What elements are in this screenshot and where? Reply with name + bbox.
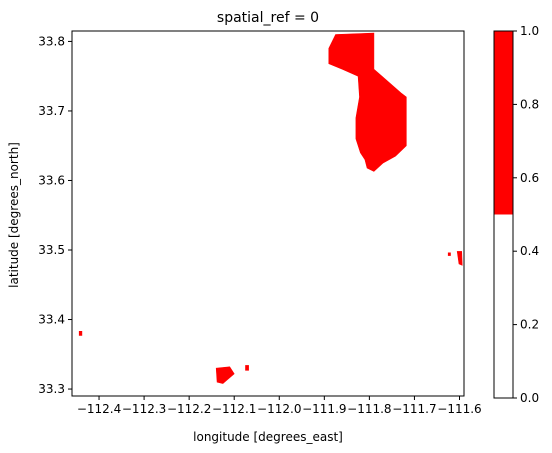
y-axis-label: latitude [degrees_north]	[7, 142, 21, 288]
colorbar-tick-label: 0.0	[520, 391, 539, 405]
plot-background	[72, 31, 464, 396]
y-tick-label: 33.8	[38, 34, 65, 48]
colorbar-tick-label: 0.4	[520, 244, 539, 258]
colorbar-tick-label: 0.2	[520, 318, 539, 332]
data-region-5	[79, 331, 82, 335]
y-tick-label: 33.5	[38, 243, 65, 257]
colorbar-tick-label: 0.8	[520, 97, 539, 111]
y-tick-label: 33.6	[38, 173, 65, 187]
x-tick-label: −112.2	[167, 402, 211, 416]
plot-area	[72, 31, 464, 396]
x-tick-label: −111.7	[392, 402, 436, 416]
x-axis-label: longitude [degrees_east]	[193, 430, 343, 444]
colorbar-segment-0	[494, 215, 513, 399]
data-region-4	[448, 253, 450, 256]
x-tick-label: −111.9	[302, 402, 346, 416]
x-tick-label: −112.4	[77, 402, 121, 416]
y-tick-label: 33.4	[38, 313, 65, 327]
x-tick-label: −112.3	[122, 402, 166, 416]
x-tick-label: −112.1	[212, 402, 256, 416]
colorbar-tick-label: 0.6	[520, 171, 539, 185]
x-tick-label: −111.8	[347, 402, 391, 416]
data-region-2	[246, 365, 249, 370]
x-tick-label: −112.0	[257, 402, 301, 416]
y-tick-label: 33.7	[38, 104, 65, 118]
colorbar-segment-1	[494, 31, 513, 215]
x-tick-label: −111.6	[437, 402, 481, 416]
chart-title: spatial_ref = 0	[217, 10, 319, 26]
y-tick-label: 33.3	[38, 382, 65, 396]
colorbar-tick-label: 1.0	[520, 24, 539, 38]
